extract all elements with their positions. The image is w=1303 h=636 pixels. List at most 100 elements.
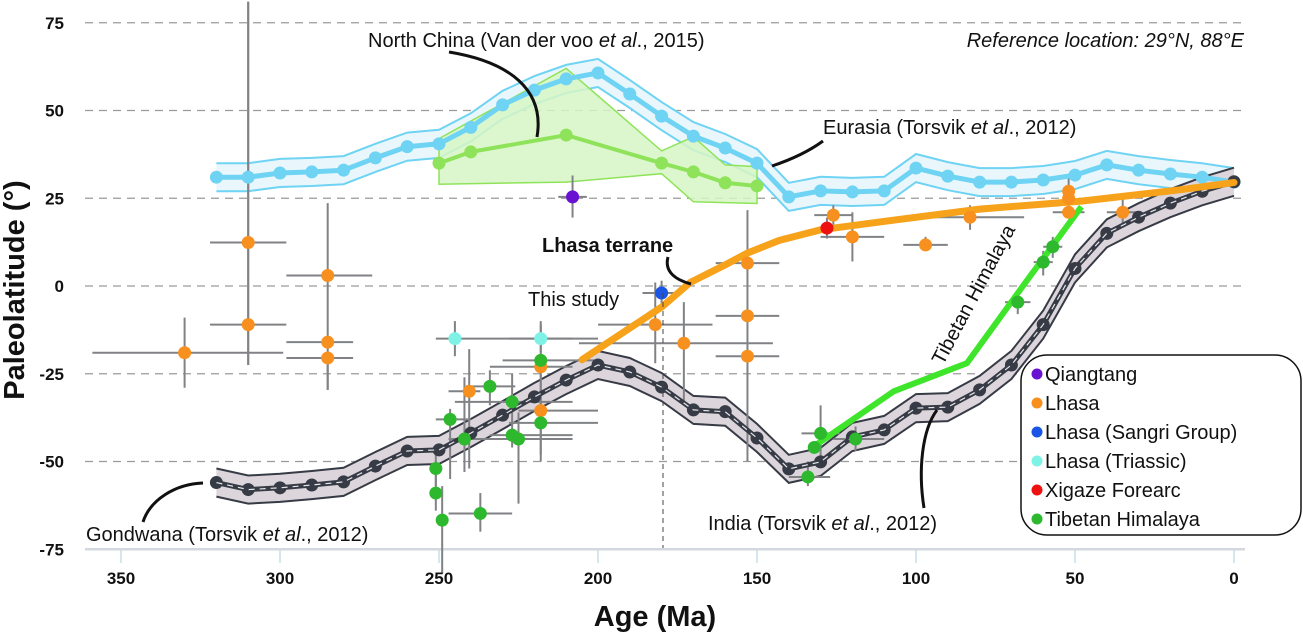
y-tick-label: 0 — [55, 277, 64, 296]
gondwana-india-point — [1100, 226, 1114, 240]
eurasia-point — [432, 137, 446, 151]
data-point-tibetan-himalaya — [814, 426, 828, 440]
eurasia-point — [1163, 167, 1177, 181]
data-point-tibetan-himalaya — [1036, 255, 1050, 269]
data-point-lhasa — [241, 235, 255, 249]
north-china-point — [686, 165, 700, 179]
data-point-lhasa — [178, 346, 192, 360]
data-point-lhasa — [826, 208, 840, 222]
data-point-tibetan-himalaya — [807, 440, 821, 454]
eurasia-point — [1004, 175, 1018, 189]
gondwana-india-point — [1163, 196, 1177, 210]
eurasia-leader — [771, 139, 824, 168]
legend-label: Lhasa (Sangri Group) — [1045, 422, 1237, 444]
data-point-xigaze-forearc — [820, 221, 834, 235]
data-point-lhasa — [740, 309, 754, 323]
eurasia-point — [241, 170, 255, 184]
eurasia-point — [1132, 163, 1146, 177]
eurasia-point — [750, 156, 764, 170]
data-point-lhasa — [677, 336, 691, 350]
data-point-tibetan-himalaya — [457, 432, 471, 446]
data-point-lhasa — [534, 404, 548, 418]
data-point-lhasa — [321, 268, 335, 282]
eurasia-point — [1036, 173, 1050, 187]
reference-location-note: Reference location: 29°N, 88°E — [967, 30, 1245, 52]
data-point-tibetan-himalaya — [801, 470, 815, 484]
tibetan-himalaya-curve-label: Tibetan Himalaya — [928, 220, 1021, 368]
gondwana-label: Gondwana (Torsvik et al., 2012) — [86, 524, 368, 546]
data-point-tibetan-himalaya — [1046, 240, 1060, 254]
eurasia-point — [305, 165, 319, 179]
data-point-lhasa — [963, 210, 977, 224]
eurasia-point — [718, 141, 732, 155]
data-point-tibetan-himalaya — [435, 513, 449, 527]
gondwana-india-point — [337, 475, 351, 489]
x-tick-label: 50 — [1066, 569, 1085, 588]
legend-label: Xigaze Forearc — [1045, 480, 1181, 502]
data-point-tibetan-himalaya — [429, 486, 443, 500]
gondwana-india-center-dash — [216, 181, 1235, 491]
north-china-point — [655, 156, 669, 170]
eurasia-point — [591, 66, 605, 80]
data-point-lhasa — [648, 318, 662, 332]
y-tick-label: 50 — [45, 102, 64, 121]
eurasia-point — [1100, 158, 1114, 172]
y-tick-label: 75 — [45, 14, 64, 33]
eurasia-point — [1195, 170, 1209, 184]
data-point-tibetan-himalaya — [1011, 295, 1025, 309]
data-point-tibetan-himalaya — [849, 432, 863, 446]
x-tick-label: 250 — [425, 569, 453, 588]
data-point-qiangtang — [566, 190, 580, 204]
eurasia-point — [273, 166, 287, 180]
north-china-label: North China (Van der voo et al., 2015) — [368, 30, 705, 52]
eurasia-point — [337, 163, 351, 177]
eurasia-point — [623, 87, 637, 101]
x-tick-label: 150 — [743, 569, 771, 588]
lhasa-terrane-label: Lhasa terrane — [542, 235, 673, 257]
x-tick-label: 300 — [266, 569, 294, 588]
data-point-tibetan-himalaya — [483, 379, 497, 393]
data-point-lhasa — [462, 384, 476, 398]
data-point-tibetan-himalaya — [429, 462, 443, 476]
y-tick-label: 25 — [45, 189, 64, 208]
eurasia-point — [845, 185, 859, 199]
data-point-lhasa — [321, 351, 335, 365]
data-point-lhasa — [1062, 191, 1076, 205]
eurasia-point — [1068, 168, 1082, 182]
eurasia-point — [909, 161, 923, 175]
data-point-lhasa-triassic — [448, 332, 462, 346]
gondwana-india-point — [527, 390, 541, 404]
x-tick-label: 200 — [584, 569, 612, 588]
legend-label: Lhasa — [1045, 393, 1100, 415]
north-china-point — [750, 179, 764, 193]
gondwana-india-point — [241, 483, 255, 497]
y-axis-label: Paleolatitude (°) — [0, 180, 31, 399]
y-tick-label: -25 — [39, 365, 64, 384]
x-axis-label: Age (Ma) — [594, 601, 716, 633]
eurasia-point — [368, 151, 382, 165]
gondwana-india-point — [496, 408, 510, 422]
data-point-lhasa — [740, 349, 754, 363]
north-china-point — [464, 145, 478, 159]
legend-marker — [1031, 397, 1043, 409]
gondwana-india-point — [305, 478, 319, 492]
eurasia-point — [209, 170, 223, 184]
gondwana-leader — [141, 481, 204, 523]
eurasia-point — [686, 129, 700, 143]
legend-label: Tibetan Himalaya — [1045, 509, 1201, 531]
data-point-lhasa — [1062, 205, 1076, 219]
tibetan-himalaya-curve — [815, 204, 1084, 447]
legend-marker — [1031, 426, 1043, 438]
data-point-lhasa-triassic — [534, 332, 548, 346]
gondwana-india-point — [718, 405, 732, 419]
data-point-lhasa — [1116, 205, 1130, 219]
y-tick-label: -75 — [39, 540, 64, 559]
legend-box — [1020, 354, 1302, 536]
india-leader — [919, 409, 939, 509]
eurasia-point — [496, 98, 510, 112]
gondwana-india-band-upper — [216, 166, 1235, 477]
legend: Qiangtang Lhasa Lhasa (Sangri Group) Lhasa … — [1020, 354, 1302, 536]
x-tick-label: 100 — [902, 569, 930, 588]
gondwana-india-point — [273, 481, 287, 495]
